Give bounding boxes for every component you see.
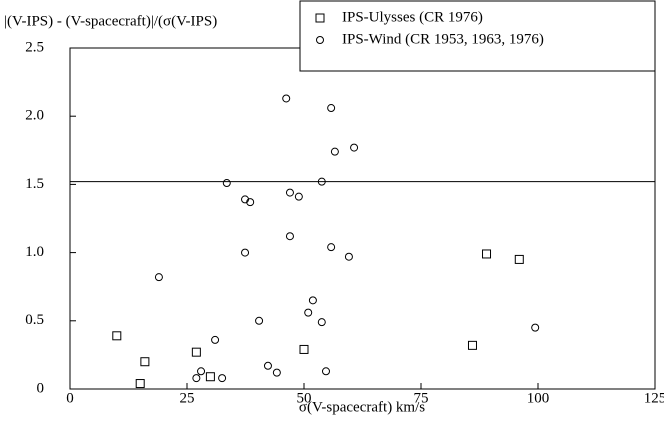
y-tick-label: 0 bbox=[37, 380, 45, 396]
point bbox=[317, 318, 326, 327]
plot-frame bbox=[69, 47, 656, 390]
point bbox=[531, 323, 540, 332]
point bbox=[192, 374, 201, 383]
y-tick-label: 2.5 bbox=[25, 39, 44, 55]
x-tick-label: 50 bbox=[297, 390, 312, 406]
point bbox=[218, 374, 227, 383]
point bbox=[263, 361, 272, 370]
point bbox=[140, 357, 150, 367]
point bbox=[299, 344, 309, 354]
point bbox=[135, 379, 145, 389]
point bbox=[321, 367, 330, 376]
point bbox=[315, 13, 325, 23]
point bbox=[316, 36, 324, 44]
point bbox=[285, 232, 294, 241]
point bbox=[211, 335, 220, 344]
point bbox=[304, 308, 313, 317]
point bbox=[514, 254, 524, 264]
x-tick-label: 0 bbox=[66, 390, 74, 406]
point bbox=[327, 243, 336, 252]
point bbox=[154, 273, 163, 282]
legend-label: IPS-Ulysses (CR 1976) bbox=[342, 9, 483, 25]
y-tick-label: 2.0 bbox=[25, 108, 44, 124]
y-tick-label: 1.5 bbox=[25, 176, 44, 192]
y-axis-title: |(V-IPS) - (V-spacecraft)|/(σ(V-IPS) bbox=[4, 13, 217, 29]
point bbox=[255, 316, 264, 325]
point bbox=[285, 188, 294, 197]
x-tick-label: 100 bbox=[527, 390, 550, 406]
point bbox=[482, 249, 492, 259]
point bbox=[246, 198, 255, 207]
x-axis-title: σ(V-spacecraft) km/s bbox=[299, 399, 425, 415]
point bbox=[197, 367, 206, 376]
y-tick-label: 1.0 bbox=[25, 244, 44, 260]
point bbox=[272, 368, 281, 377]
point bbox=[350, 143, 359, 152]
x-tick-label: 125 bbox=[644, 390, 664, 406]
point bbox=[344, 252, 353, 261]
x-tick-label: 25 bbox=[180, 390, 195, 406]
x-tick-label: 75 bbox=[414, 390, 429, 406]
point bbox=[205, 372, 215, 382]
point bbox=[222, 179, 231, 188]
point bbox=[294, 192, 303, 201]
point bbox=[317, 177, 326, 186]
point bbox=[112, 331, 122, 341]
point bbox=[241, 248, 250, 257]
point bbox=[330, 147, 339, 156]
legend-box bbox=[299, 0, 656, 72]
point bbox=[308, 296, 317, 305]
point bbox=[282, 94, 291, 103]
point bbox=[467, 340, 477, 350]
y-tick-label: 0.5 bbox=[25, 312, 44, 328]
point bbox=[327, 104, 336, 113]
legend-label: IPS-Wind (CR 1953, 1963, 1976) bbox=[342, 31, 544, 47]
point bbox=[191, 347, 201, 357]
